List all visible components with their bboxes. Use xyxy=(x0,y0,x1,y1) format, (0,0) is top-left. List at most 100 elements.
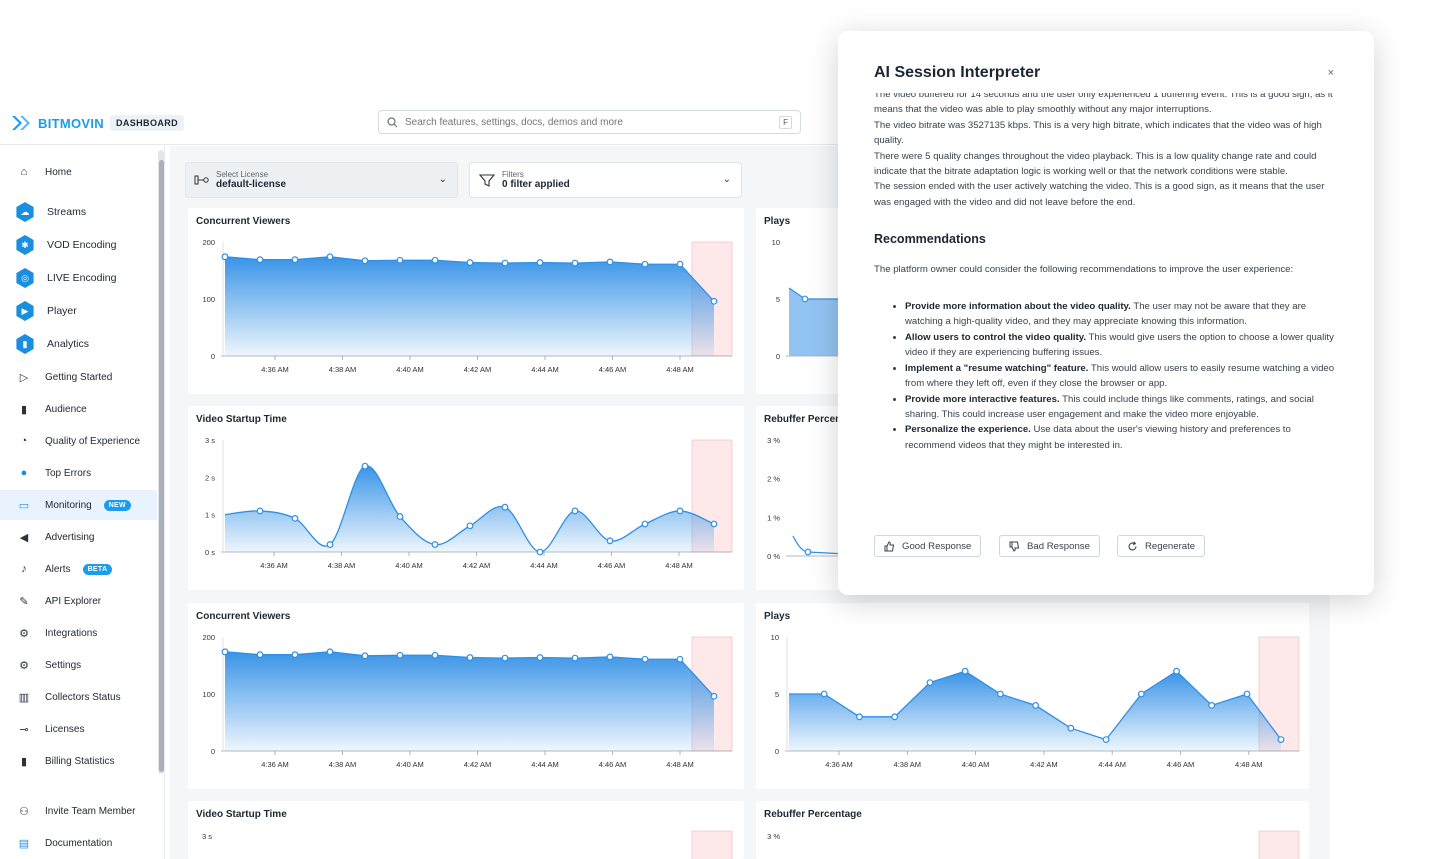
sidebar-item-collectors-status[interactable]: ▥ Collectors Status xyxy=(0,682,157,712)
sidebar-item-documentation[interactable]: ▤ Documentation xyxy=(0,828,157,858)
data-point[interactable] xyxy=(606,537,614,545)
data-point[interactable] xyxy=(996,690,1004,698)
data-point[interactable] xyxy=(1032,701,1040,709)
sidebar-scrollbar-thumb[interactable] xyxy=(159,160,164,772)
data-point[interactable] xyxy=(926,679,934,686)
data-point[interactable] xyxy=(536,259,544,266)
sidebar-item-integrations[interactable]: ⚙ Integrations xyxy=(0,618,157,648)
data-point[interactable] xyxy=(801,295,809,303)
data-point[interactable] xyxy=(291,514,299,522)
data-point[interactable] xyxy=(1208,701,1216,709)
data-point[interactable] xyxy=(291,256,299,264)
data-point[interactable] xyxy=(676,655,684,663)
data-point[interactable] xyxy=(571,507,579,515)
card-title: Concurrent Viewers xyxy=(196,611,291,622)
data-point[interactable] xyxy=(291,651,299,659)
data-point[interactable] xyxy=(221,648,229,656)
sidebar-item-player[interactable]: ▶ Player xyxy=(0,296,157,326)
data-point[interactable] xyxy=(431,651,439,659)
data-point[interactable] xyxy=(961,667,969,675)
data-point[interactable] xyxy=(431,256,439,264)
data-point[interactable] xyxy=(256,507,264,515)
sidebar-item-streams[interactable]: ☁ Streams xyxy=(0,197,157,227)
sidebar-item-analytics[interactable]: ▮ Analytics xyxy=(0,329,157,359)
sidebar-item-licenses[interactable]: ⊸ Licenses xyxy=(0,714,157,744)
data-point[interactable] xyxy=(1102,736,1110,744)
data-point[interactable] xyxy=(361,257,369,265)
data-point[interactable] xyxy=(466,522,474,530)
x-tick-label: 4:44 AM xyxy=(530,561,558,570)
data-point[interactable] xyxy=(676,507,684,515)
data-point[interactable] xyxy=(256,651,264,659)
data-point[interactable] xyxy=(396,513,404,520)
close-icon[interactable]: × xyxy=(1327,67,1334,79)
data-point[interactable] xyxy=(326,541,334,548)
data-point[interactable] xyxy=(326,648,334,656)
recommendation-text: This would give users the option to choo… xyxy=(905,331,1334,359)
sidebar-item-audience[interactable]: ▮ Audience xyxy=(0,394,157,424)
data-point[interactable] xyxy=(466,259,474,266)
sidebar-item-api-explorer[interactable]: ✎ API Explorer xyxy=(0,586,157,616)
brand-logo[interactable]: BITMOVIN DASHBOARD xyxy=(12,114,185,132)
data-point[interactable] xyxy=(396,651,404,659)
x-tick-label: 4:36 AM xyxy=(261,365,289,374)
search-input[interactable] xyxy=(405,116,773,128)
global-search[interactable]: F xyxy=(378,110,801,134)
data-point[interactable] xyxy=(641,520,649,528)
license-select-label: Select License xyxy=(216,170,269,179)
video-startup-time-card: Video Startup Time 0 s 1 s 2 s 3 s 4:36 AM 4:… xyxy=(188,406,744,590)
sidebar-item-alerts[interactable]: ♪ Alerts BETA xyxy=(0,554,157,584)
good-response-button[interactable]: Good Response xyxy=(874,535,982,557)
data-point[interactable] xyxy=(641,655,649,663)
data-point[interactable] xyxy=(361,462,369,470)
sidebar-item-getting-started[interactable]: ▷ Getting Started xyxy=(0,362,157,392)
sidebar-item-invite-team-member[interactable]: ⚇ Invite Team Member xyxy=(0,796,157,826)
data-point[interactable] xyxy=(1243,690,1251,698)
data-point[interactable] xyxy=(536,654,544,661)
sidebar-item-advertising[interactable]: ◀ Advertising xyxy=(0,522,157,552)
data-point[interactable] xyxy=(536,548,544,556)
data-point[interactable] xyxy=(1277,736,1285,744)
data-point[interactable] xyxy=(256,256,264,264)
data-point[interactable] xyxy=(1137,690,1145,698)
sidebar-item-monitoring[interactable]: ▭ Monitoring NEW xyxy=(0,490,157,520)
data-point[interactable] xyxy=(501,503,509,511)
license-select[interactable]: Select License default-license ⌄ xyxy=(185,162,458,198)
sidebar-item-badge: NEW xyxy=(103,499,131,511)
sidebar-item-vod-encoding[interactable]: ✱ VOD Encoding xyxy=(0,230,157,260)
data-point[interactable] xyxy=(501,259,509,267)
data-point[interactable] xyxy=(501,654,509,662)
data-point[interactable] xyxy=(710,692,718,700)
data-point[interactable] xyxy=(221,253,229,261)
bad-response-button[interactable]: Bad Response xyxy=(999,535,1100,557)
sidebar-item-live-encoding[interactable]: ◎ LIVE Encoding xyxy=(0,263,157,293)
sidebar-item-top-errors[interactable]: ● Top Errors xyxy=(0,458,157,488)
data-point[interactable] xyxy=(431,541,439,548)
data-point[interactable] xyxy=(856,713,863,721)
data-point[interactable] xyxy=(396,256,404,264)
sidebar-item-settings[interactable]: ⚙ Settings xyxy=(0,650,157,680)
data-point[interactable] xyxy=(710,520,718,528)
data-point[interactable] xyxy=(361,652,369,660)
sidebar-item-label: Collectors Status xyxy=(45,691,121,703)
data-point[interactable] xyxy=(676,260,684,268)
data-point[interactable] xyxy=(820,690,828,698)
data-point[interactable] xyxy=(641,260,649,268)
sidebar-item-quality-of-experience[interactable]: ◔ Quality of Experience xyxy=(0,426,157,456)
data-point[interactable] xyxy=(571,654,579,662)
regenerate-button[interactable]: Regenerate xyxy=(1117,535,1206,557)
data-point[interactable] xyxy=(1067,724,1075,732)
data-point[interactable] xyxy=(606,258,614,266)
data-point[interactable] xyxy=(606,653,614,661)
data-point[interactable] xyxy=(804,548,812,556)
filters-select[interactable]: Filters 0 filter applied ⌄ xyxy=(469,162,742,198)
data-point[interactable] xyxy=(710,297,718,305)
data-point[interactable] xyxy=(466,654,474,661)
data-point[interactable] xyxy=(571,259,579,267)
sidebar-item-home[interactable]: ⌂ Home xyxy=(0,157,157,187)
data-point[interactable] xyxy=(326,253,334,261)
data-point[interactable] xyxy=(891,713,899,721)
sidebar-item-billing-statistics[interactable]: ▮ Billing Statistics xyxy=(0,746,157,776)
series-area xyxy=(789,288,846,356)
data-point[interactable] xyxy=(1173,667,1180,675)
